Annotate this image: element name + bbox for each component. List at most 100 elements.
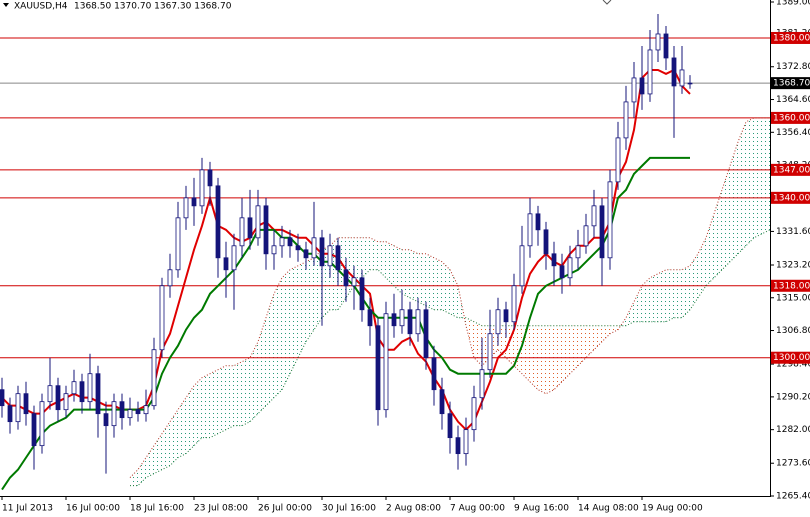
cloud-fill bbox=[458, 285, 466, 326]
candle-body bbox=[471, 397, 477, 431]
cloud-fill bbox=[314, 249, 322, 330]
candle-body bbox=[655, 33, 661, 51]
candle-body bbox=[199, 169, 205, 207]
candle-body bbox=[519, 245, 525, 287]
candle-body bbox=[391, 313, 397, 327]
cloud-fill bbox=[274, 277, 282, 398]
candle-body bbox=[71, 381, 77, 395]
candle-body bbox=[55, 385, 61, 411]
y-tick-label: 1273.60 bbox=[776, 459, 810, 469]
candle-body bbox=[111, 401, 117, 427]
cloud-fill bbox=[242, 357, 250, 426]
candle-body bbox=[375, 325, 381, 411]
cloud-fill bbox=[178, 397, 186, 458]
header-icon bbox=[3, 3, 9, 7]
level-label-box bbox=[771, 191, 810, 204]
candle-body bbox=[287, 237, 293, 247]
cloud-fill bbox=[594, 325, 602, 350]
cloud-fill bbox=[658, 269, 666, 322]
candle-body bbox=[503, 309, 509, 323]
cloud-fill bbox=[186, 385, 194, 454]
candle-body bbox=[79, 381, 85, 403]
candle-body bbox=[663, 33, 669, 59]
candle-body bbox=[247, 217, 253, 239]
candle-body bbox=[407, 309, 413, 335]
candle-body bbox=[215, 185, 221, 259]
candle-body bbox=[415, 309, 421, 335]
cloud-fill bbox=[738, 121, 746, 254]
cloud-fill bbox=[258, 317, 266, 414]
y-tick-label: 1372.80 bbox=[776, 62, 810, 72]
candle-body bbox=[119, 401, 125, 419]
candle-body bbox=[39, 401, 45, 447]
level-label: 1360.00 bbox=[773, 113, 810, 123]
cloud-fill bbox=[618, 317, 626, 330]
candle-body bbox=[455, 437, 461, 455]
candle-body bbox=[687, 82, 693, 85]
candle-body bbox=[639, 77, 645, 95]
candle-body bbox=[279, 237, 285, 247]
candle-body bbox=[319, 237, 325, 267]
cloud-fill bbox=[154, 433, 162, 474]
cloud-fill bbox=[130, 469, 138, 486]
candle-body bbox=[607, 181, 613, 259]
candle-body bbox=[159, 285, 165, 351]
cloud-fill bbox=[194, 377, 202, 446]
y-tick-label: 1282.00 bbox=[776, 425, 810, 435]
candle-body bbox=[439, 389, 445, 415]
cloud-fill bbox=[290, 265, 298, 374]
cloud-fill bbox=[674, 269, 682, 318]
cloud-fill bbox=[378, 241, 386, 278]
cloud-fill bbox=[682, 265, 690, 318]
cloud-fill bbox=[418, 253, 426, 306]
candle-body bbox=[631, 77, 637, 103]
candle-body bbox=[15, 393, 21, 423]
cloud-fill bbox=[578, 325, 586, 366]
cloud-fill bbox=[202, 373, 210, 438]
candle-body bbox=[423, 309, 429, 359]
candle-body bbox=[463, 429, 469, 455]
cloud-fill bbox=[450, 269, 458, 318]
indicator-line bbox=[130, 229, 771, 487]
cloud-fill bbox=[722, 165, 730, 270]
candle-body bbox=[647, 49, 653, 95]
cloud-fill bbox=[698, 237, 706, 298]
candle-body bbox=[671, 57, 677, 87]
candle-body bbox=[599, 205, 605, 259]
candle-body bbox=[207, 169, 213, 187]
cloud-fill bbox=[370, 237, 378, 270]
x-tick-label: 30 Jul 16:00 bbox=[322, 504, 376, 514]
candle-body bbox=[87, 373, 93, 403]
y-tick-label: 1290.20 bbox=[776, 392, 810, 402]
cloud-fill bbox=[538, 325, 546, 394]
y-tick-label: 1315.00 bbox=[776, 293, 810, 303]
cloud-fill bbox=[354, 237, 362, 286]
cloud-fill bbox=[170, 409, 178, 466]
level-label-box bbox=[771, 279, 810, 292]
cloud-fill bbox=[626, 301, 634, 326]
candle-body bbox=[583, 225, 589, 247]
candle-body bbox=[327, 245, 333, 267]
scroll-marker bbox=[602, 0, 612, 5]
candle-body bbox=[143, 405, 149, 415]
x-tick-label: 26 Jul 00:00 bbox=[258, 504, 312, 514]
candle-body bbox=[167, 269, 173, 287]
cloud-fill bbox=[586, 325, 594, 358]
header: XAUUSD,H4 1368.50 1370.70 1367.30 1368.7… bbox=[3, 2, 232, 12]
cloud-fill bbox=[442, 261, 450, 314]
x-tick-label: 7 Aug 00:00 bbox=[450, 504, 505, 514]
level-label: 1380.00 bbox=[773, 33, 810, 43]
indicator-line bbox=[129, 117, 770, 478]
x-tick-label: 2 Aug 08:00 bbox=[386, 504, 441, 514]
cloud-fill bbox=[282, 269, 290, 390]
cloud-fill bbox=[610, 325, 618, 334]
candle-body bbox=[263, 205, 269, 255]
candle-body bbox=[551, 253, 557, 267]
cloud-fill bbox=[642, 277, 650, 322]
candle-body bbox=[231, 245, 237, 271]
cloud-fill bbox=[234, 361, 242, 426]
candle-body bbox=[591, 205, 597, 227]
quote-text: 1368.50 1370.70 1367.30 1368.70 bbox=[74, 2, 232, 12]
candle-body bbox=[271, 245, 277, 255]
